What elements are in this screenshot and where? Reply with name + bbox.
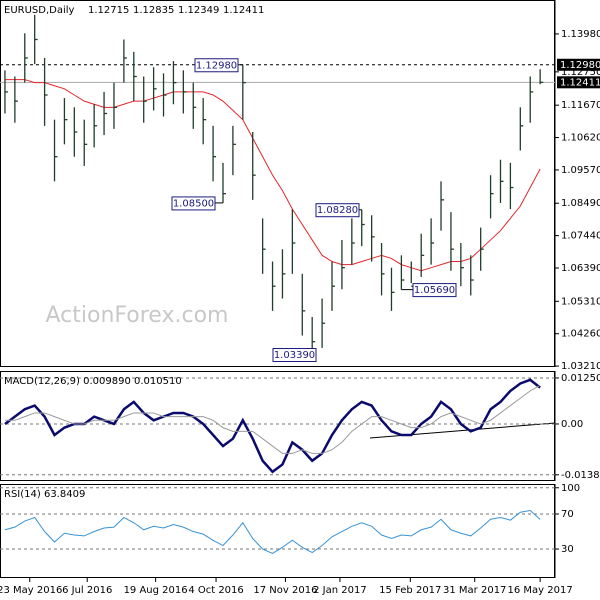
header-value: 1.12349 (178, 5, 219, 16)
y-tick-label: 0.012509 (561, 373, 600, 384)
indicator-line (4, 509, 541, 554)
watermark: ActionForex.com (46, 303, 229, 328)
level-tag (557, 58, 600, 71)
annotation-box (412, 283, 457, 298)
price-tag (557, 76, 600, 89)
y-tick-label: 1.07440 (561, 231, 600, 242)
header-value: 1.12715 (88, 5, 129, 16)
price-tag-label: 1.12411 (560, 77, 600, 88)
panel-title: EURUSD,Daily (4, 5, 75, 16)
y-tick-label: 1.11670 (561, 100, 600, 111)
y-tick-label: 100 (561, 483, 580, 494)
y-tick-label: -0.013813 (561, 470, 600, 481)
indicator-line (4, 378, 541, 474)
y-tick-label: 1.08490 (561, 198, 600, 209)
x-tick-label: 31 Mar 2017 (443, 585, 506, 596)
panel-title: MACD(12,26,9) 0.009890 0.010510 (4, 376, 182, 387)
y-tick-label: 1.06390 (561, 263, 600, 274)
annotation-label: 1.08500 (173, 198, 214, 209)
annotation-label: 1.08280 (317, 205, 358, 216)
y-tick-label: 0.00 (561, 419, 583, 430)
x-tick-label: 17 Nov 2016 (253, 585, 317, 596)
y-tick-label: 1.04260 (561, 329, 600, 340)
x-tick-label: 4 Oct 2016 (188, 585, 243, 596)
y-tick-label: 1.13980 (561, 29, 600, 40)
annotation-label: 1.12980 (196, 60, 237, 71)
y-tick-label: 1.12750 (561, 67, 600, 78)
indicator-line (4, 384, 541, 454)
panel-title: RSI(14) 63.8409 (4, 489, 85, 500)
x-tick-label: 6 Jul 2016 (62, 585, 112, 596)
annotation-label: 1.05690 (414, 285, 455, 296)
header-value: 1.12411 (223, 5, 264, 16)
y-tick-label: 1.05310 (561, 296, 600, 307)
y-tick-label: 1.03210 (561, 361, 600, 372)
annotation-box (315, 203, 360, 218)
annotation-label: 1.03390 (274, 350, 315, 361)
y-tick-label: 70 (561, 509, 574, 520)
annotation-box (171, 196, 216, 211)
y-tick-label: 1.09570 (561, 165, 600, 176)
y-tick-label: 30 (561, 544, 574, 555)
y-tick-label: 1.10620 (561, 133, 600, 144)
x-tick-label: 19 Aug 2016 (124, 585, 188, 596)
annotation-box (272, 348, 317, 363)
x-tick-label: 23 May 2016 (0, 585, 62, 596)
x-tick-label: 15 Feb 2017 (379, 585, 441, 596)
x-tick-label: 16 May 2017 (508, 585, 573, 596)
x-tick-label: 2 Jan 2017 (313, 585, 367, 596)
level-tag-label: 1.12980 (560, 60, 600, 71)
annotation-box (194, 58, 239, 73)
header-value: 1.12835 (133, 5, 174, 16)
